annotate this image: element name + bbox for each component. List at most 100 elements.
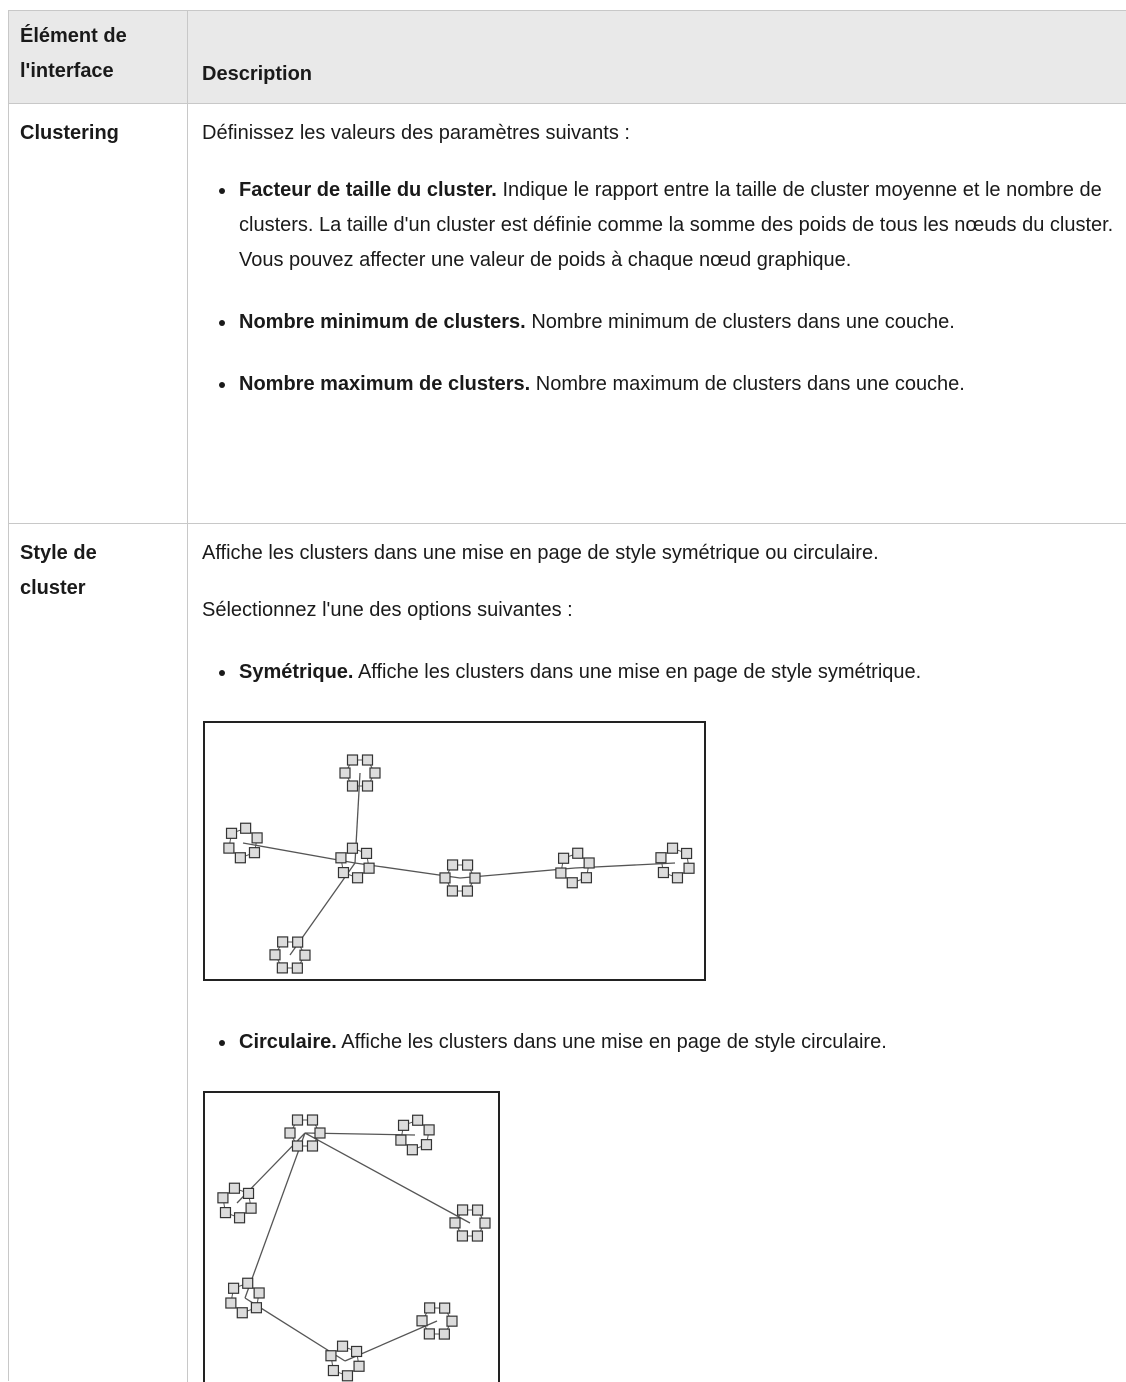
node (308, 1141, 318, 1151)
node (462, 886, 472, 896)
bullet-list: Facteur de taille du cluster. Indique le… (202, 173, 1119, 402)
node (300, 950, 310, 960)
node (363, 781, 373, 791)
node (338, 868, 348, 878)
node (440, 1303, 450, 1313)
node (338, 1341, 348, 1351)
table: Élément de l'interface Description Clust… (8, 10, 1126, 1381)
node (347, 843, 357, 853)
node (425, 1303, 435, 1313)
element-name: Style de cluster (20, 536, 160, 606)
node (336, 853, 346, 863)
symmetric-layout-image (203, 721, 706, 981)
node (470, 873, 480, 883)
node (235, 853, 245, 863)
node (285, 1128, 295, 1138)
node (251, 1303, 261, 1313)
header-text: Description (202, 57, 312, 92)
bullet: Circulaire. Affiche les clusters dans un… (217, 1025, 1119, 1060)
node (458, 1205, 468, 1215)
header-row: Élément de l'interface Description (9, 11, 1126, 104)
node (229, 1183, 239, 1193)
node (246, 1203, 256, 1213)
paragraph: Définissez les valeurs des paramètres su… (202, 116, 1119, 151)
header-text: Élément de l'interface (20, 19, 160, 89)
node (472, 1231, 482, 1241)
node (342, 1371, 352, 1381)
node (224, 843, 234, 853)
node (463, 860, 473, 870)
node (293, 1141, 303, 1151)
node (237, 1308, 247, 1318)
node (584, 858, 594, 868)
node (308, 1115, 318, 1125)
node (270, 950, 280, 960)
node (353, 873, 363, 883)
table-row: Style de cluster Affiche les clusters da… (9, 524, 1126, 1382)
bullet-term: Circulaire. (239, 1031, 337, 1053)
bullet-text: Affiche les clusters dans une mise en pa… (341, 1031, 886, 1053)
node (293, 1115, 303, 1125)
node (364, 863, 374, 873)
node (448, 860, 458, 870)
table-row: Clustering Définissez les valeurs des pa… (9, 104, 1126, 524)
element-cell: Clustering (9, 104, 188, 523)
node (440, 873, 450, 883)
node (218, 1193, 228, 1203)
node (243, 1278, 253, 1288)
header-cell: Description (188, 11, 1126, 103)
node (226, 1298, 236, 1308)
bullet-list: Circulaire. Affiche les clusters dans un… (202, 1025, 1119, 1060)
node (340, 768, 350, 778)
node (447, 1316, 457, 1326)
bullet: Nombre minimum de clusters. Nombre minim… (217, 305, 1119, 340)
node (421, 1140, 431, 1150)
node (241, 823, 251, 833)
node (220, 1208, 230, 1218)
node (656, 853, 666, 863)
paragraph: Affiche les clusters dans une mise en pa… (202, 536, 1119, 571)
element-cell: Style de cluster (9, 524, 188, 1382)
node (252, 833, 262, 843)
bullet: Nombre maximum de clusters. Nombre maxim… (217, 367, 1119, 402)
node (450, 1218, 460, 1228)
bullet-text: Nombre minimum de clusters dans une couc… (531, 311, 955, 333)
node (370, 768, 380, 778)
node (682, 848, 692, 858)
node (473, 1205, 483, 1215)
node (249, 848, 259, 858)
node (399, 1120, 409, 1130)
node (352, 1346, 362, 1356)
node (417, 1316, 427, 1326)
element-name: Clustering (20, 116, 160, 151)
description-cell: Définissez les valeurs des paramètres su… (188, 104, 1126, 523)
description-cell: Affiche les clusters dans une mise en pa… (188, 524, 1126, 1382)
edge (305, 1133, 470, 1223)
node (277, 963, 287, 973)
header-cell: Élément de l'interface (9, 11, 188, 103)
node (292, 963, 302, 973)
node (556, 868, 566, 878)
bullet: Facteur de taille du cluster. Indique le… (217, 173, 1119, 278)
node (567, 878, 577, 888)
node (559, 853, 569, 863)
node (354, 1361, 364, 1371)
node (235, 1213, 245, 1223)
node (227, 828, 237, 838)
node (326, 1351, 336, 1361)
node (348, 781, 358, 791)
node (229, 1283, 239, 1293)
node (244, 1188, 254, 1198)
node (457, 1231, 467, 1241)
bullet-term: Nombre maximum de clusters. (239, 373, 530, 395)
node (328, 1366, 338, 1376)
node (424, 1125, 434, 1135)
node (658, 868, 668, 878)
node (348, 755, 358, 765)
node (363, 755, 373, 765)
node (439, 1329, 449, 1339)
node (315, 1128, 325, 1138)
bullet-term: Symétrique. (239, 661, 353, 683)
node (684, 863, 694, 873)
node (407, 1145, 417, 1155)
